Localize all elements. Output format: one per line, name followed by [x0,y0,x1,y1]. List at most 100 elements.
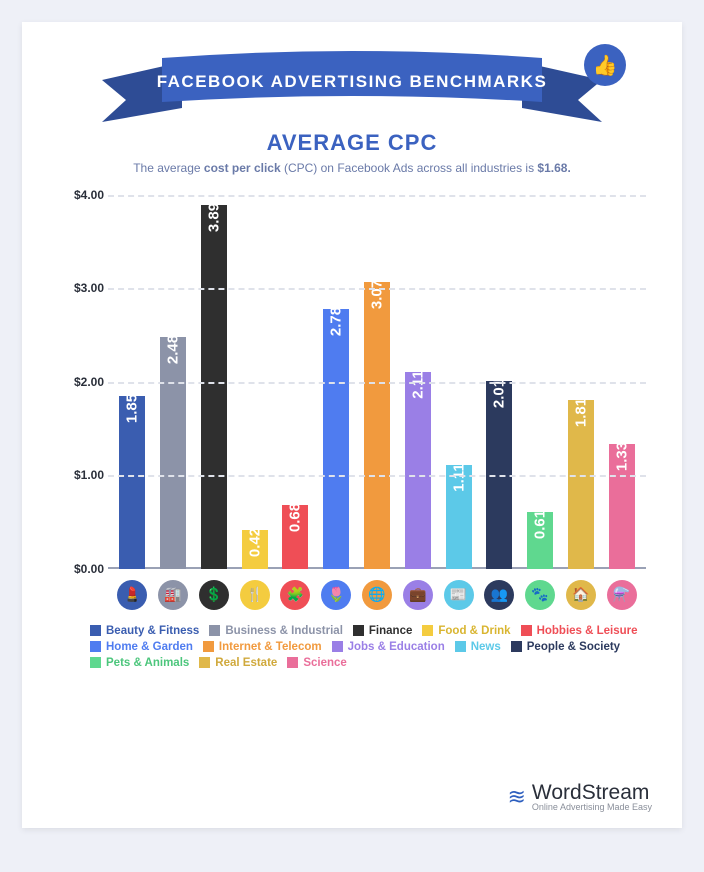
bar-slot: 1.85 [112,396,153,569]
legend-item: Home & Garden [90,641,193,653]
legend-item: Food & Drink [422,625,510,637]
bar: 1.81 [568,400,594,569]
bar-slot: 1.11 [438,465,479,569]
bar-value: 2.11 [409,370,426,398]
bar-slot: 0.61 [520,512,561,569]
bar-value: 3.89 [205,203,222,232]
bar-value: 1.81 [572,397,589,426]
bar-chart: 1.852.483.890.420.682.783.072.111.112.01… [58,195,646,615]
bar-slot: 1.33 [601,444,642,568]
category-icon: 🏠 [566,580,596,610]
y-tick-label: $1.00 [58,468,104,482]
legend-item: People & Society [511,641,620,653]
infographic-card: FACEBOOK ADVERTISING BENCHMARKS 👍 AVERAG… [22,22,682,828]
wave-icon: ≋ [507,784,523,810]
category-icon: 💄 [117,580,147,610]
bar-value: 2.78 [328,307,345,336]
legend-item: Pets & Animals [90,657,189,669]
category-icon: 🧩 [280,580,310,610]
bar: 0.61 [527,512,553,569]
bar-value: 3.07 [368,280,385,309]
legend-label: Science [303,657,346,669]
chart-description: The average cost per click (CPC) on Face… [22,160,682,177]
banner: FACEBOOK ADVERTISING BENCHMARKS 👍 [22,22,682,122]
grid-line [108,288,646,290]
legend-swatch [209,625,220,636]
legend-swatch [455,641,466,652]
category-icon: 🐾 [525,580,555,610]
category-icon: 💼 [403,580,433,610]
category-icon: 🍴 [240,580,270,610]
legend-swatch [511,641,522,652]
grid-line [108,475,646,477]
legend-swatch [521,625,532,636]
y-tick-label: $2.00 [58,375,104,389]
bar-value: 1.11 [450,463,467,491]
chart-subtitle: AVERAGE CPC [22,130,682,156]
legend-label: Business & Industrial [225,625,343,637]
banner-title: FACEBOOK ADVERTISING BENCHMARKS [22,72,682,92]
legend-item: Business & Industrial [209,625,343,637]
legend-item: Science [287,657,346,669]
bar-value: 0.68 [287,503,304,532]
category-icon: 🌐 [362,580,392,610]
legend-label: Pets & Animals [106,657,189,669]
grid-line [108,195,646,197]
legend-label: News [471,641,501,653]
bar-value: 1.85 [124,394,141,423]
legend-label: Food & Drink [438,625,510,637]
category-icons-row: 💄🏭💲🍴🧩🌷🌐💼📰👥🐾🏠⚗️ [108,575,646,615]
legend-item: Internet & Telecom [203,641,322,653]
legend: Beauty & Fitness Business & Industrial Fin… [90,625,640,669]
legend-swatch [199,657,210,668]
legend-label: Beauty & Fitness [106,625,199,637]
legend-swatch [422,625,433,636]
bar: 3.07 [364,282,390,569]
brand-name: WordStream [532,782,652,803]
footer-brand: ≋ WordStream Online Advertising Made Eas… [507,782,652,812]
legend-label: Jobs & Education [348,641,445,653]
legend-swatch [203,641,214,652]
bar: 0.68 [282,505,308,569]
legend-swatch [353,625,364,636]
bar-slot: 0.42 [234,530,275,569]
legend-item: Finance [353,625,412,637]
bar: 2.78 [323,309,349,569]
bar: 2.48 [160,337,186,569]
legend-swatch [90,625,101,636]
legend-swatch [332,641,343,652]
bar-slot: 1.81 [560,400,601,569]
bar: 1.11 [446,465,472,569]
legend-label: Real Estate [215,657,277,669]
bar-slot: 2.11 [397,372,438,569]
bar-value: 1.33 [613,442,630,471]
y-tick-label: $4.00 [58,188,104,202]
bar-slot: 2.48 [153,337,194,569]
legend-swatch [287,657,298,668]
legend-item: Hobbies & Leisure [521,625,638,637]
y-tick-label: $0.00 [58,562,104,576]
legend-item: News [455,641,501,653]
legend-label: Hobbies & Leisure [537,625,638,637]
plot-area: 1.852.483.890.420.682.783.072.111.112.01… [108,195,646,569]
category-icon: ⚗️ [607,580,637,610]
category-icon: 🌷 [321,580,351,610]
bar-slot: 2.78 [316,309,357,569]
legend-label: People & Society [527,641,620,653]
bar: 1.33 [609,444,635,568]
legend-item: Jobs & Education [332,641,445,653]
category-icon: 💲 [199,580,229,610]
bar-value: 2.48 [165,335,182,364]
legend-item: Beauty & Fitness [90,625,199,637]
legend-label: Finance [369,625,412,637]
bar-value: 0.61 [532,510,549,539]
bar-slot: 3.89 [194,205,235,569]
brand-tagline: Online Advertising Made Easy [532,803,652,812]
category-icon: 👥 [484,580,514,610]
bar: 0.42 [242,530,268,569]
y-tick-label: $3.00 [58,281,104,295]
bar: 3.89 [201,205,227,569]
legend-swatch [90,657,101,668]
bar-slot: 0.68 [275,505,316,569]
thumbs-up-icon: 👍 [584,44,626,86]
